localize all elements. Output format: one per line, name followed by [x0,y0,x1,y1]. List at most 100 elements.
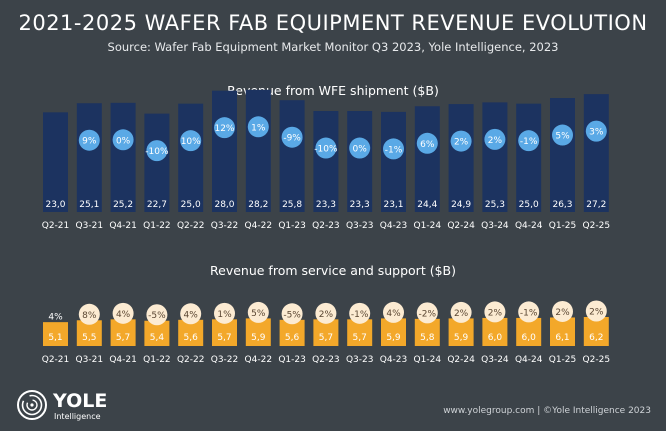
service-growth-label: 2% [589,308,604,318]
wfe-growth-label: -1% [520,137,538,147]
wfe-bars-group: 23,0 Q2-21 25,1 9% Q3-21 25,2 0% Q4-21 22,7 -10% Q… [42,89,611,231]
wfe-growth-label: 5% [555,132,570,142]
service-category-label: Q1-23 [278,355,306,365]
service-growth-label: 2% [555,308,570,318]
wfe-bar [110,102,136,212]
wfe-growth-bubble [484,128,506,150]
wfe-value-label: 24,4 [417,200,437,210]
service-bar [583,317,609,346]
service-growth-label: 4% [116,310,131,320]
service-growth-bubble [214,302,235,324]
service-category-label: Q1-24 [414,355,442,365]
service-chart-title: Revenue from service and support ($B) [210,263,456,278]
service-value-label: 5,9 [251,333,266,343]
wfe-category-label: Q3-23 [346,221,374,231]
wfe-growth-label: -1% [385,145,403,155]
wfe-bar [414,106,440,212]
wfe-category-label: Q4-24 [515,221,543,231]
wfe-growth-label: 9% [82,137,97,147]
service-growth-label: 4% [386,309,401,319]
wfe-category-label: Q1-25 [549,221,577,231]
wfe-value-label: 25,8 [282,200,302,210]
service-growth-label: 4% [184,310,199,320]
wfe-category-label: Q2-23 [312,221,340,231]
wfe-bar [279,100,305,212]
wfe-category-label: Q3-24 [481,221,509,231]
service-growth-label: 2% [319,310,334,320]
service-value-label: 5,8 [420,333,435,343]
service-bars-group: 5,1 4% Q2-21 5,5 8% Q3-21 5,7 4% Q4-21 5,4 -5% Q1-2… [42,300,610,365]
service-growth-bubble [518,301,540,323]
logo-swirl-icon [17,390,47,420]
wfe-bar [448,104,474,212]
service-growth-bubble [585,300,607,322]
wfe-growth-label: 1% [251,123,266,133]
logo-text: YOLE [52,390,107,412]
service-value-label: 5,4 [150,333,165,343]
wfe-bar [516,103,542,212]
service-growth-label: -5% [148,311,166,321]
wfe-category-label: Q1-23 [278,221,306,231]
wfe-value-label: 24,9 [451,200,471,210]
wfe-growth-label: -10% [314,145,338,155]
wfe-growth-label: 6% [420,140,435,150]
service-growth-label: -1% [351,310,369,320]
service-growth-bubble [484,301,506,323]
service-value-label: 6,1 [555,333,569,343]
service-growth-bubble [416,302,438,324]
wfe-growth-bubble [349,137,371,159]
service-value-label: 6,0 [522,333,537,343]
wfe-value-label: 25,0 [519,200,539,210]
wfe-bar [144,113,170,212]
wfe-growth-label: 2% [454,138,469,148]
service-category-label: Q1-22 [143,355,171,365]
service-value-label: 5,9 [386,333,401,343]
wfe-growth-bubble [214,117,235,139]
service-growth-bubble [552,300,573,322]
service-value-label: 5,1 [48,333,62,343]
wfe-category-label: Q4-21 [109,221,137,231]
wfe-bar [212,90,237,212]
service-growth-label: -1% [520,308,538,318]
service-bar [482,317,508,346]
service-growth-bubble [450,301,472,323]
wfe-growth-label: 10% [181,137,201,147]
wfe-bar [76,103,102,212]
service-category-label: Q3-24 [481,355,509,365]
wfe-value-label: 25,0 [181,200,201,210]
service-category-label: Q4-23 [380,355,408,365]
service-growth-label: 8% [82,311,97,321]
service-category-label: Q2-24 [447,355,475,365]
wfe-bar [550,98,575,212]
wfe-growth-label: 0% [116,136,131,146]
service-growth-label: 2% [454,309,469,319]
service-growth-label: -2% [419,309,437,319]
wfe-bar [381,111,406,212]
wfe-growth-label: -10% [145,147,169,157]
wfe-bar [178,103,204,212]
wfe-growth-label: 0% [353,145,368,155]
wfe-bar [313,111,339,212]
service-bar [381,318,406,346]
service-bar [550,317,575,346]
service-category-label: Q1-25 [549,355,577,365]
service-growth-bubble [315,302,337,324]
wfe-value-label: 26,3 [552,200,572,210]
wfe-bar [482,102,508,212]
service-growth-bubble [383,301,404,323]
service-value-label: 5,7 [353,333,367,343]
wfe-category-label: Q4-22 [245,221,273,231]
wfe-category-label: Q2-25 [583,221,611,231]
service-value-label: 5,7 [217,333,231,343]
wfe-value-label: 23,3 [350,200,370,210]
service-category-label: Q3-22 [211,355,239,365]
service-growth-bubble [281,303,303,325]
logo-subtext: Intelligence [54,412,101,421]
service-category-label: Q2-22 [177,355,205,365]
wfe-growth-bubble [416,132,438,154]
service-growth-label: 4% [48,313,63,323]
service-bar [43,322,68,346]
service-value-label: 5,7 [116,333,130,343]
